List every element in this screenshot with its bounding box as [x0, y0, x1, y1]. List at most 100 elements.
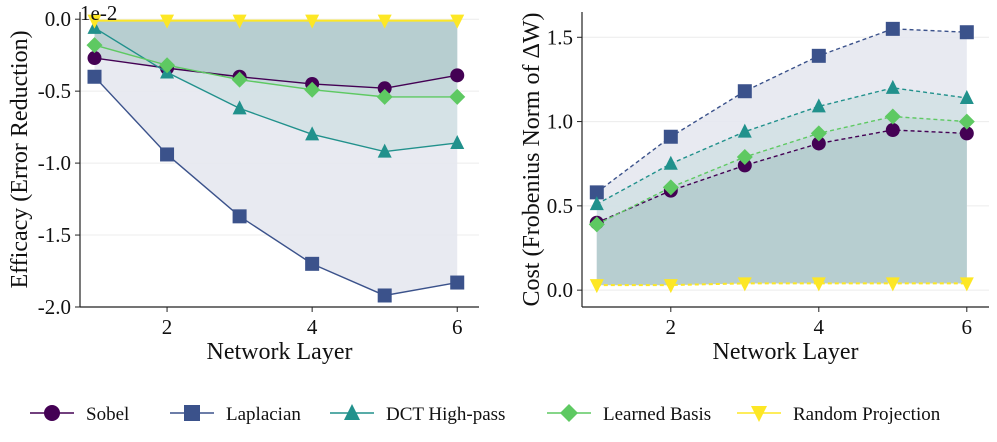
y-tick-label: 0.0: [45, 7, 71, 31]
point-dct-high-pass: [737, 123, 752, 138]
series-line-sobel: [596, 129, 967, 224]
x-tick-label: 2: [666, 315, 677, 339]
point-laplacian: [232, 209, 247, 224]
legend-label: Laplacian: [226, 404, 301, 425]
point-dct-high-pass: [885, 79, 900, 94]
series-line-dct-high-pass: [596, 87, 967, 205]
point-sobel: [737, 158, 752, 173]
legend-label: Learned Basis: [603, 404, 711, 425]
point-learned-basis: [304, 81, 321, 98]
y-tick-label: 1.0: [547, 110, 573, 134]
point-random-projection: [232, 14, 247, 29]
legend-label: Random Projection: [793, 404, 941, 425]
point-dct-high-pass: [450, 134, 465, 149]
point-sobel: [885, 123, 900, 137]
point-random-projection: [589, 279, 604, 294]
point-laplacian: [450, 275, 465, 290]
point-random-projection: [87, 14, 102, 29]
point-dct-high-pass: [377, 143, 392, 158]
legend-item-learned-basis: Learned Basis: [547, 404, 711, 425]
fill-sobel: [94, 20, 458, 89]
legend-marker-learned-basis: [560, 404, 578, 422]
point-random-projection: [811, 277, 826, 292]
x-tick-label: 4: [307, 315, 318, 339]
point-random-projection: [737, 277, 752, 292]
point-learned-basis: [159, 57, 176, 74]
point-learned-basis: [810, 125, 827, 142]
point-laplacian: [589, 185, 604, 200]
point-sobel: [87, 51, 102, 66]
series-line-learned-basis: [94, 44, 458, 98]
point-random-projection: [450, 14, 465, 29]
legend-item-random-projection: Random Projection: [737, 404, 941, 425]
point-laplacian: [305, 256, 320, 271]
point-learned-basis: [958, 113, 975, 130]
point-learned-basis: [736, 148, 753, 165]
x-tick-label: 6: [962, 315, 973, 339]
legend-marker-random-projection: [751, 406, 767, 422]
point-sobel: [811, 136, 826, 151]
point-sobel: [377, 81, 392, 96]
series-line-dct-high-pass: [94, 27, 458, 153]
efficacy-chart: 0.0 -0.5 -1.0 -1.5 -2.0 2 4 6 Network Layer Effic…: [7, 1, 479, 365]
point-random-projection: [377, 14, 392, 29]
scale-label: 1e-2: [80, 1, 117, 25]
point-dct-high-pass: [305, 126, 320, 141]
fill-sobel: [596, 130, 967, 286]
point-dct-high-pass: [589, 196, 604, 211]
point-learned-basis: [376, 88, 393, 105]
fill-learned-basis: [596, 116, 967, 286]
legend-marker-sobel: [44, 405, 60, 421]
point-learned-basis: [231, 71, 248, 88]
y-tick-label: -2.0: [38, 295, 71, 319]
point-learned-basis: [884, 108, 901, 125]
x-tick-label: 6: [452, 315, 463, 339]
x-axis-label: Network Layer: [713, 339, 859, 365]
point-laplacian: [885, 21, 900, 36]
point-learned-basis: [449, 88, 466, 105]
point-laplacian: [737, 84, 752, 99]
point-dct-high-pass: [959, 89, 974, 104]
y-tick-label: 1.5: [547, 25, 573, 49]
series-line-laplacian: [93, 76, 458, 297]
point-random-projection: [305, 14, 320, 29]
point-dct-high-pass: [663, 155, 678, 170]
legend-item-laplacian: Laplacian: [170, 404, 301, 425]
point-laplacian: [663, 129, 678, 144]
point-random-projection: [885, 277, 900, 292]
point-laplacian: [377, 288, 392, 303]
legend-label: DCT High-pass: [386, 404, 505, 425]
y-tick-label: 0.5: [547, 194, 573, 218]
point-sobel: [450, 68, 465, 83]
point-learned-basis: [588, 216, 605, 233]
point-laplacian: [87, 69, 102, 84]
fill-learned-basis: [94, 20, 458, 97]
point-laplacian: [959, 25, 974, 40]
legend-marker-laplacian: [184, 405, 200, 421]
x-tick-label: 4: [814, 315, 825, 339]
x-axis-label: Network Layer: [207, 339, 353, 365]
legend-marker-dct-high-pass: [344, 404, 360, 420]
y-tick-label: 0.0: [547, 278, 573, 302]
point-dct-high-pass: [811, 98, 826, 113]
y-tick-label: -0.5: [38, 79, 71, 103]
y-axis-label: Cost (Frobenius Norm of ΔW): [519, 12, 545, 306]
series-line-random-projection: [596, 282, 967, 287]
legend: Sobel Laplacian DCT High-pass Learned Basis…: [30, 404, 941, 425]
y-tick-label: -1.0: [38, 151, 71, 175]
legend-item-sobel: Sobel: [30, 404, 129, 425]
series-line-laplacian: [596, 28, 967, 193]
y-axis-label: Efficacy (Error Reduction): [7, 30, 33, 288]
legend-item-dct-high-pass: DCT High-pass: [330, 404, 505, 425]
point-random-projection: [160, 14, 175, 29]
series-line-sobel: [94, 57, 458, 89]
point-learned-basis: [662, 179, 679, 196]
x-tick-label: 2: [162, 315, 173, 339]
point-dct-high-pass: [232, 100, 247, 115]
point-random-projection: [663, 279, 678, 294]
point-random-projection: [959, 277, 974, 292]
point-laplacian: [160, 147, 175, 162]
point-laplacian: [811, 48, 826, 63]
point-sobel: [959, 126, 974, 141]
